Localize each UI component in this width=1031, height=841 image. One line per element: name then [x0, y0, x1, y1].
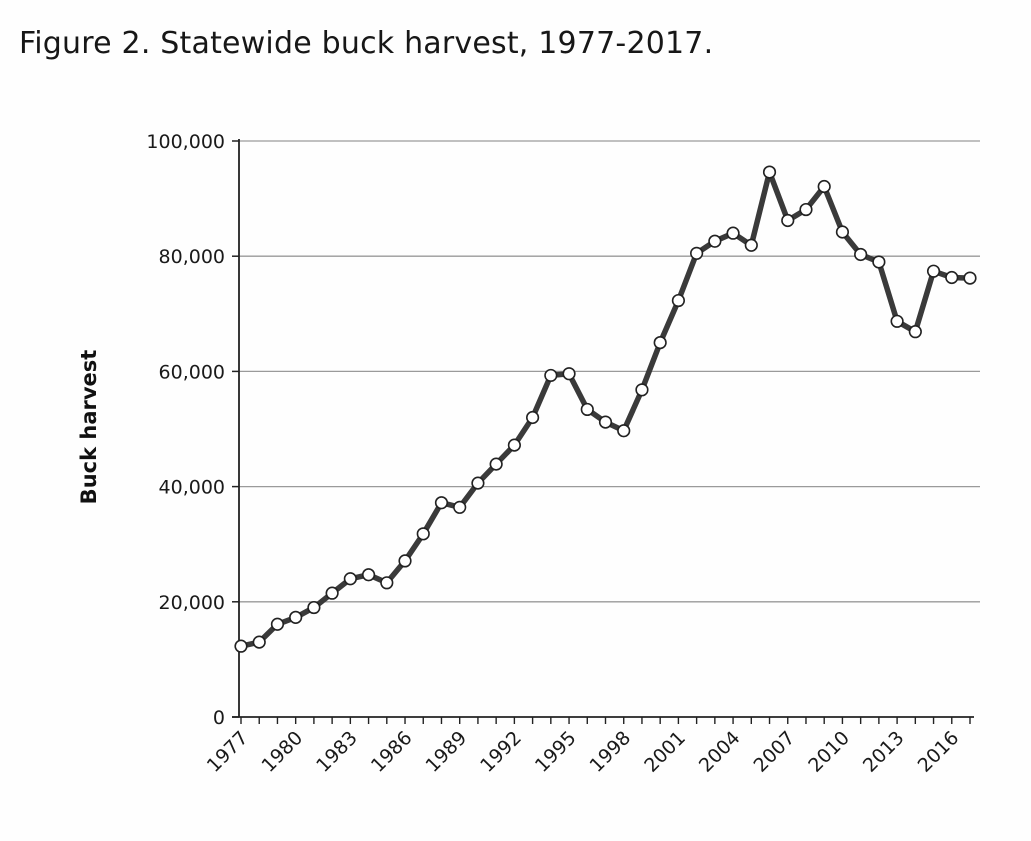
figure-title: Figure 2. Statewide buck harvest, 1977-2… — [19, 26, 714, 61]
x-tick-label-1: 1980 — [257, 727, 307, 777]
data-point-2016 — [945, 270, 959, 285]
data-point-1983 — [343, 572, 357, 586]
x-tick-label-6: 1995 — [531, 727, 581, 777]
data-point-1995 — [562, 367, 576, 381]
data-point-1991 — [489, 457, 503, 471]
gridlines — [239, 140, 980, 603]
x-tick-label-12: 2013 — [859, 727, 909, 777]
y-tick-label-2: 40,000 — [159, 477, 225, 499]
data-point-2017 — [963, 271, 977, 285]
x-tick-label-3: 1986 — [367, 727, 417, 777]
data-point-markers — [234, 165, 977, 653]
x-tick-label-10: 2007 — [750, 727, 800, 777]
data-point-2009 — [817, 179, 831, 194]
y-axis-title: Buck harvest — [77, 350, 101, 505]
data-point-1980 — [289, 610, 303, 624]
data-point-1978 — [252, 635, 266, 649]
data-point-1981 — [307, 600, 321, 615]
y-tick-labels: 0 20,000 40,000 60,000 80,000 100,000 — [146, 131, 225, 729]
data-point-2007 — [781, 213, 795, 228]
data-point-2003 — [708, 234, 722, 248]
x-tick-label-13: 2016 — [914, 727, 964, 777]
data-point-2013 — [890, 314, 904, 328]
data-point-2010 — [835, 225, 850, 239]
x-tick-label-4: 1989 — [421, 727, 471, 777]
data-point-1982 — [325, 586, 339, 600]
data-point-2015 — [926, 264, 941, 278]
x-tick-label-8: 2001 — [640, 727, 690, 777]
data-point-1988 — [434, 496, 449, 510]
data-point-1996 — [580, 402, 594, 417]
y-tick-label-5: 100,000 — [146, 131, 225, 153]
data-point-2001 — [671, 293, 686, 308]
data-point-1994 — [544, 368, 558, 383]
data-point-2008 — [799, 202, 813, 217]
data-point-1999 — [635, 383, 649, 397]
data-point-1998 — [617, 424, 631, 438]
y-tick-label-0: 0 — [213, 707, 225, 729]
data-point-2006 — [762, 165, 777, 179]
data-point-1989 — [453, 500, 467, 514]
data-point-1984 — [361, 568, 376, 582]
data-point-1993 — [525, 410, 540, 425]
data-point-1987 — [416, 527, 430, 541]
data-point-1990 — [471, 476, 485, 490]
data-point-2004 — [726, 226, 740, 240]
axes — [232, 139, 974, 724]
data-point-1986 — [398, 554, 412, 568]
x-tick-label-5: 1992 — [476, 727, 526, 777]
data-point-2005 — [744, 238, 758, 252]
x-tick-label-11: 2010 — [804, 727, 854, 777]
data-point-2011 — [854, 247, 868, 262]
data-point-1979 — [270, 617, 285, 631]
data-point-1997 — [598, 415, 613, 429]
data-point-1977 — [234, 639, 248, 653]
x-tick-label-2: 1983 — [312, 727, 362, 777]
data-point-1992 — [507, 438, 521, 452]
x-tick-label-9: 2004 — [695, 727, 745, 777]
x-tick-labels: 1977 1980 1983 1986 1989 1992 1995 1998 2001 2004… — [203, 727, 964, 777]
y-tick-label-1: 20,000 — [159, 592, 225, 614]
data-point-2014 — [908, 325, 922, 339]
data-point-1985 — [380, 576, 394, 590]
data-point-2000 — [653, 336, 667, 350]
x-tick-label-0: 1977 — [203, 727, 253, 777]
data-point-2002 — [690, 246, 704, 260]
y-tick-label-3: 60,000 — [159, 361, 225, 383]
data-point-2012 — [872, 255, 886, 269]
x-tick-label-7: 1998 — [586, 727, 636, 777]
y-tick-label-4: 80,000 — [159, 246, 225, 268]
